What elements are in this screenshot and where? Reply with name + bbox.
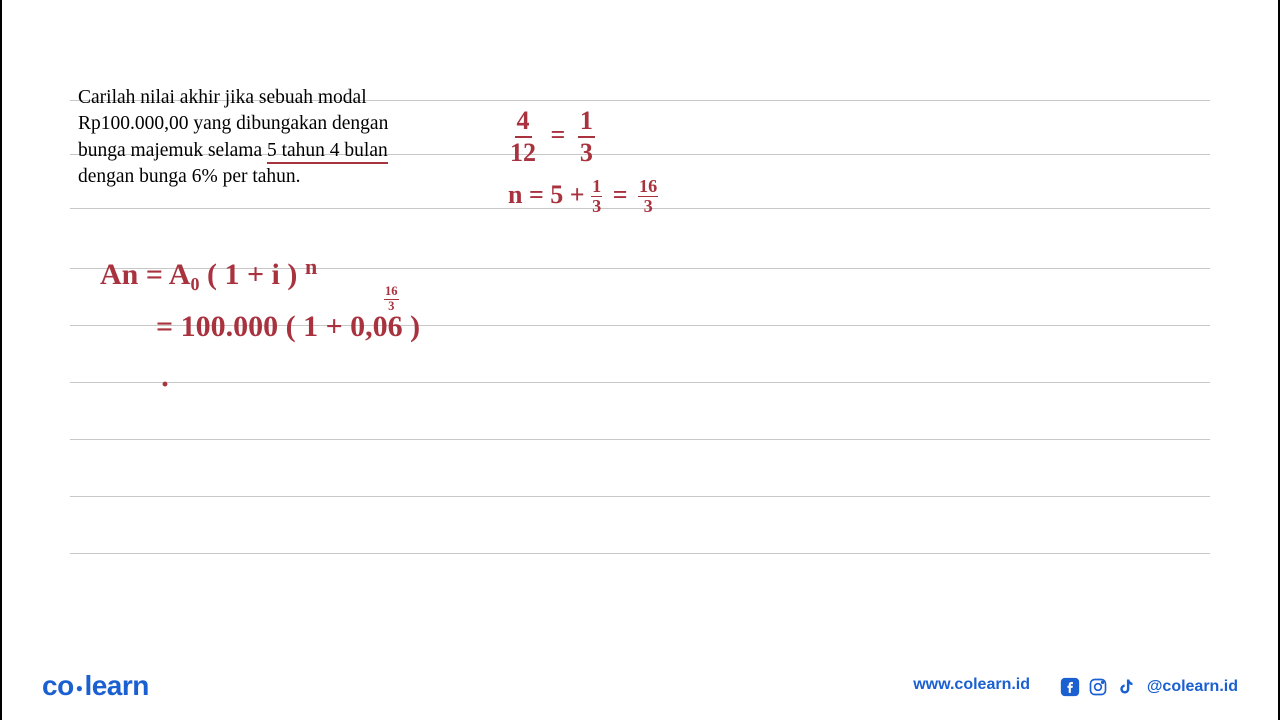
frac-numerator: 1 xyxy=(591,178,602,197)
brand-co: co xyxy=(42,670,74,701)
frac-numerator: 1 xyxy=(578,108,595,138)
tiktok-icon xyxy=(1115,676,1137,698)
frac-denominator: 3 xyxy=(591,197,602,215)
frac-numerator: 16 xyxy=(384,286,399,300)
frac-denominator: 12 xyxy=(508,138,538,166)
brand-logo: co●learn xyxy=(42,670,149,702)
problem-line-1: Carilah nilai akhir jika sebuah modal xyxy=(78,87,367,108)
equals-sign: = xyxy=(545,120,572,149)
notebook-line xyxy=(70,439,1210,440)
frac-numerator: 4 xyxy=(515,108,532,138)
handwriting-formula-line2: = 100.000 ( 1 + 0,06 ) xyxy=(156,310,420,344)
problem-line-3-pre: bunga majemuk selama xyxy=(78,140,267,161)
frac-denominator: 3 xyxy=(387,300,395,313)
handwriting-exponent-fraction: 16 3 xyxy=(384,286,399,313)
problem-line-4: dengan bunga 6% per tahun. xyxy=(78,166,301,187)
notebook-line xyxy=(70,382,1210,383)
facebook-icon xyxy=(1059,676,1081,698)
n-equals-text: n = 5 + xyxy=(508,180,585,209)
problem-line-2: Rp100.000,00 yang dibungakan dengan xyxy=(78,113,388,134)
footer: co●learn www.colearn.id @colearn.id xyxy=(0,662,1280,702)
handwriting-exponent-n: n xyxy=(305,254,317,280)
handwriting-dot: · xyxy=(160,368,170,402)
problem-underlined-duration: 5 tahun 4 bulan xyxy=(267,140,388,164)
handwriting-n-expression: n = 5 + 1 3 = 16 3 xyxy=(508,178,658,216)
footer-url: www.colearn.id xyxy=(913,676,1030,694)
frac-numerator: 16 xyxy=(638,178,658,197)
notebook-line xyxy=(70,496,1210,497)
brand-learn: learn xyxy=(84,670,148,701)
handwriting-fraction-simplify: 4 12 = 1 3 xyxy=(508,108,595,166)
brand-dot-icon: ● xyxy=(74,681,85,695)
frac-denominator: 3 xyxy=(643,197,654,215)
frac-denominator: 3 xyxy=(578,138,595,166)
problem-statement: Carilah nilai akhir jika sebuah modal Rp… xyxy=(78,85,463,190)
social-links: @colearn.id xyxy=(1059,676,1238,698)
instagram-icon xyxy=(1087,676,1109,698)
notebook-line xyxy=(70,553,1210,554)
formula-base: An = A₀ ( 1 + i ) xyxy=(100,258,297,291)
social-handle: @colearn.id xyxy=(1147,678,1238,696)
equals-sign: = xyxy=(609,180,632,209)
handwriting-formula-line1: An = A₀ ( 1 + i ) xyxy=(100,258,297,292)
formula-substituted: = 100.000 ( 1 + 0,06 ) xyxy=(156,310,420,343)
